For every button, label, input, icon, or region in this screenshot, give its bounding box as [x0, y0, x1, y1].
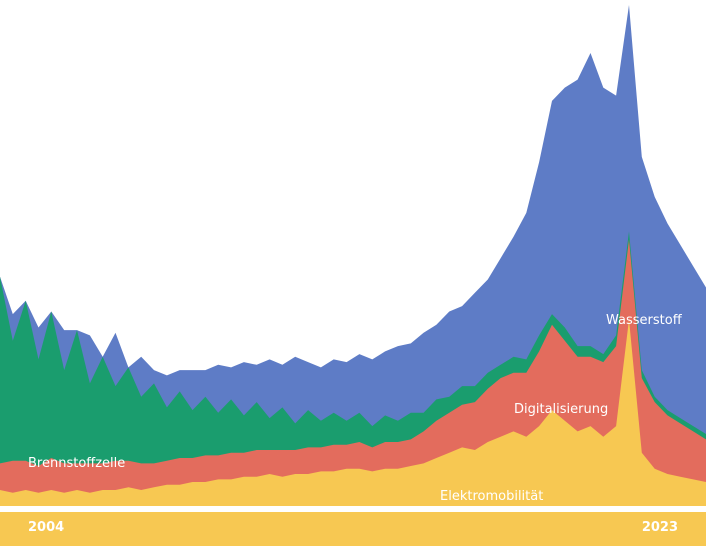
x-tick-start: 2004 [28, 520, 65, 535]
stacked-area-chart [0, 5, 706, 506]
label-digitalisierung: Digitalisierung [514, 402, 609, 417]
x-tick-end: 2023 [641, 520, 678, 535]
label-brennstoffzelle: Brennstoffzelle [28, 456, 126, 471]
timeline-bar [0, 512, 706, 546]
label-wasserstoff: Wasserstoff [606, 313, 682, 328]
area-elektromobilitt [0, 319, 706, 506]
label-elektromobilitaet: Elektromobilität [440, 489, 544, 504]
